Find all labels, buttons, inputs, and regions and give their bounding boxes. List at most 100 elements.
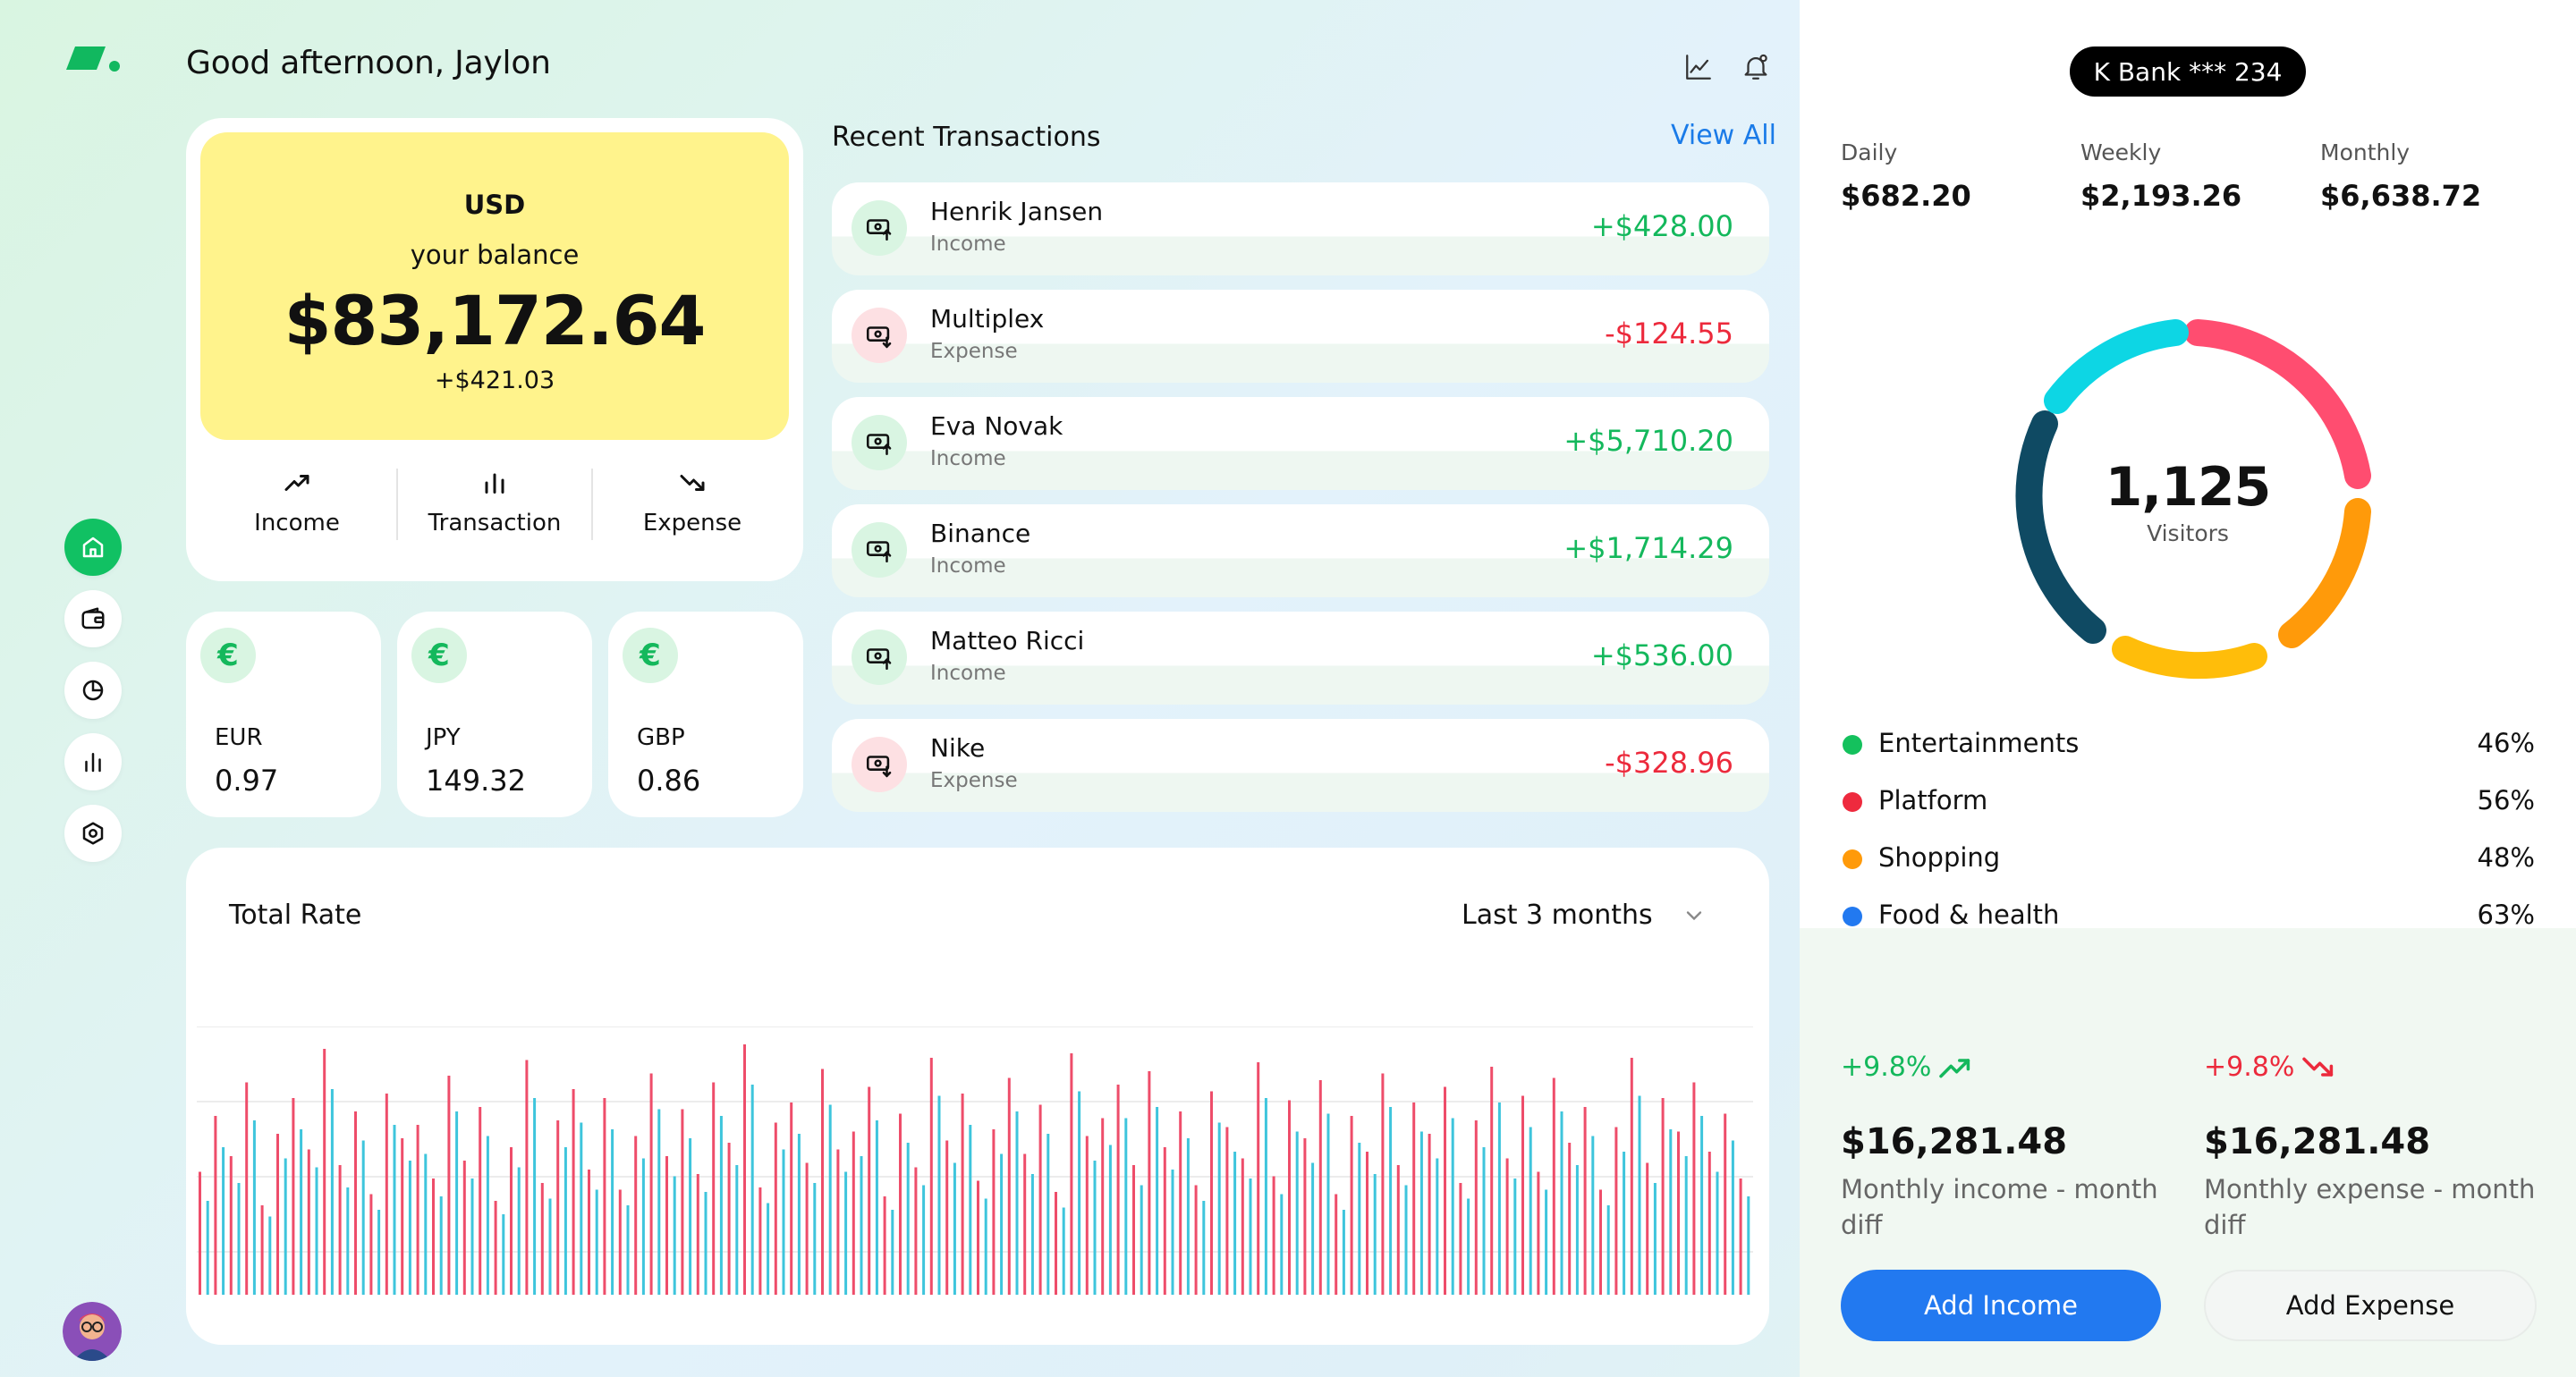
rate-bar — [447, 1076, 451, 1295]
rate-bar — [502, 1214, 505, 1295]
rate-bar — [953, 1162, 956, 1295]
avatar[interactable] — [63, 1302, 122, 1361]
rate-bar — [1747, 1196, 1750, 1295]
rate-bar — [1342, 1210, 1345, 1295]
period-select[interactable]: Last 3 months — [1462, 900, 1653, 931]
legend-pct: 56% — [2477, 785, 2535, 815]
sidebar-item-stats[interactable] — [64, 733, 122, 790]
income-action[interactable]: Income — [199, 467, 395, 536]
rate-bar — [1419, 1131, 1423, 1295]
transaction-amount: +$536.00 — [1590, 638, 1733, 672]
rate-bar — [1225, 1127, 1229, 1295]
expense-action-label: Expense — [642, 510, 742, 536]
rate-bar — [1015, 1111, 1019, 1295]
rate-bar — [222, 1147, 225, 1295]
rate-bar — [439, 1196, 443, 1295]
transaction-row[interactable]: Eva Novak Income +$5,710.20 — [832, 397, 1769, 490]
rate-bar — [1303, 1138, 1307, 1295]
period-label-monthly: Monthly — [2320, 139, 2411, 165]
rate-bar — [891, 1210, 894, 1295]
rate-bar — [1599, 1189, 1602, 1295]
rate-bar — [626, 1205, 630, 1295]
transaction-row[interactable]: Nike Expense -$328.96 — [832, 719, 1769, 812]
rate-bar — [1482, 1147, 1486, 1295]
add-income-button[interactable]: Add Income — [1841, 1270, 2161, 1341]
income-diff-pct: +9.8% — [1841, 1052, 1932, 1083]
transaction-amount: +$1,714.29 — [1563, 531, 1733, 565]
bar-chart-icon — [85, 753, 101, 773]
transaction-row[interactable]: Multiplex Expense -$124.55 — [832, 290, 1769, 383]
rate-bar — [1552, 1077, 1555, 1295]
rate-bar — [1474, 1120, 1478, 1295]
rate-bar — [1389, 1107, 1393, 1295]
rate-bar — [1335, 1194, 1338, 1295]
rate-bar — [719, 1116, 723, 1295]
rate-bar — [1661, 1098, 1665, 1295]
rate-bar — [797, 1134, 801, 1295]
transaction-amount: +$5,710.20 — [1563, 424, 1733, 458]
balance-card: USD your balance $83,172.64 +$421.03 Inc… — [186, 118, 803, 581]
rate-bar — [432, 1178, 435, 1295]
rate-bar — [401, 1138, 404, 1295]
total-rate-card: Total Rate Last 3 months — [186, 848, 1769, 1345]
balance-currency: USD — [463, 190, 526, 220]
rate-bar — [199, 1171, 201, 1295]
rate-bar — [649, 1073, 653, 1295]
rate-bar — [556, 1120, 560, 1295]
chevron-down-icon[interactable] — [1682, 903, 1707, 928]
pie-chart-icon — [82, 680, 104, 701]
sidebar-item-pie[interactable] — [64, 662, 122, 719]
rate-bar — [564, 1147, 567, 1295]
transaction-row[interactable]: Henrik Jansen Income +$428.00 — [832, 182, 1769, 275]
rate-bar — [1591, 1136, 1595, 1295]
expense-diff-desc: Monthly expense - month diff — [2204, 1174, 2536, 1240]
transaction-name: Binance — [930, 519, 1031, 548]
transaction-action[interactable]: Transaction — [396, 467, 593, 536]
greeting: Good afternoon, Jaylon — [186, 45, 551, 81]
rate-bar — [1116, 1085, 1120, 1295]
rate-bar — [984, 1198, 987, 1295]
euro-icon: € — [411, 628, 467, 683]
transaction-row[interactable]: Matteo Ricci Income +$536.00 — [832, 612, 1769, 705]
expense-action[interactable]: Expense — [594, 467, 791, 536]
rate-bar — [828, 1104, 832, 1295]
rate-bar — [1529, 1127, 1532, 1295]
legend-pct: 48% — [2477, 842, 2535, 873]
bar-chart-icon — [485, 473, 504, 494]
rate-bar — [735, 1165, 739, 1295]
sidebar-item-home[interactable] — [64, 519, 122, 576]
rate-bar — [1444, 1086, 1446, 1295]
sidebar-item-wallet[interactable] — [64, 590, 122, 647]
rate-bar — [929, 1058, 933, 1295]
rate-bar — [665, 1156, 668, 1295]
trend-down-icon — [680, 475, 705, 491]
currency-card-jpy[interactable]: € JPY 149.32 — [397, 612, 592, 817]
rate-bar — [618, 1189, 622, 1295]
rate-bar — [486, 1136, 489, 1295]
rate-bar — [922, 1185, 926, 1295]
chart-line-icon[interactable] — [1683, 52, 1714, 82]
bank-account-pill[interactable]: K Bank *** 234 — [2070, 46, 2306, 97]
rate-bar — [1669, 1129, 1673, 1295]
rate-bar — [1490, 1067, 1494, 1295]
rate-bar — [1124, 1118, 1128, 1295]
currency-card-gbp[interactable]: € GBP 0.86 — [608, 612, 803, 817]
rate-bar — [1070, 1053, 1073, 1295]
euro-icon: € — [200, 628, 256, 683]
rate-bar — [307, 1149, 310, 1295]
rate-bar — [1179, 1111, 1182, 1295]
balance-summary: USD your balance $83,172.64 +$421.03 — [200, 132, 789, 440]
bell-icon[interactable] — [1741, 52, 1771, 82]
balance-amount: $83,172.64 — [284, 281, 707, 360]
rate-bar — [1264, 1098, 1267, 1295]
view-all-link[interactable]: View All — [1671, 120, 1776, 151]
rate-bar — [1055, 1192, 1057, 1295]
rate-bar — [315, 1167, 318, 1295]
legend-entertainments: Entertainments 46% — [1841, 726, 2535, 762]
period-label-weekly: Weekly — [2080, 139, 2162, 165]
transaction-row[interactable]: Binance Income +$1,714.29 — [832, 504, 1769, 597]
rate-bar — [1132, 1165, 1135, 1295]
add-expense-button[interactable]: Add Expense — [2204, 1270, 2537, 1341]
currency-card-eur[interactable]: € EUR 0.97 — [186, 612, 381, 817]
sidebar-item-settings[interactable] — [64, 805, 122, 862]
